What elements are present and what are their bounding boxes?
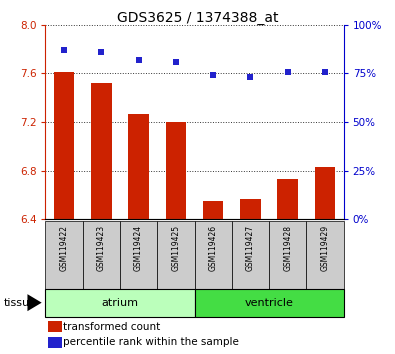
Bar bbox=[194, 221, 232, 289]
Bar bbox=[49, 321, 62, 332]
Bar bbox=[203, 201, 224, 219]
Bar bbox=[307, 221, 344, 289]
Bar bbox=[128, 114, 149, 219]
Text: GSM119423: GSM119423 bbox=[97, 225, 106, 271]
Bar bbox=[45, 289, 194, 317]
Bar bbox=[194, 289, 344, 317]
Point bbox=[247, 74, 254, 80]
Text: GSM119429: GSM119429 bbox=[320, 225, 329, 271]
Bar bbox=[45, 221, 83, 289]
Bar bbox=[91, 83, 112, 219]
Text: percentile rank within the sample: percentile rank within the sample bbox=[63, 337, 239, 348]
Bar bbox=[54, 72, 74, 219]
Bar bbox=[232, 221, 269, 289]
Point bbox=[61, 47, 67, 53]
Bar bbox=[120, 221, 157, 289]
Bar bbox=[49, 337, 62, 348]
Bar bbox=[166, 122, 186, 219]
Point bbox=[322, 69, 328, 74]
Text: ventricle: ventricle bbox=[245, 298, 293, 308]
Text: GSM119427: GSM119427 bbox=[246, 225, 255, 271]
Bar bbox=[240, 199, 261, 219]
Text: GSM119424: GSM119424 bbox=[134, 225, 143, 271]
Bar bbox=[83, 221, 120, 289]
Bar bbox=[157, 221, 194, 289]
Bar bbox=[277, 179, 298, 219]
Text: GDS3625 / 1374388_at: GDS3625 / 1374388_at bbox=[117, 11, 278, 25]
Text: GSM119425: GSM119425 bbox=[171, 225, 181, 271]
Point bbox=[210, 73, 216, 78]
Text: GSM119428: GSM119428 bbox=[283, 225, 292, 270]
Point bbox=[173, 59, 179, 64]
Bar bbox=[315, 167, 335, 219]
Point bbox=[98, 49, 105, 55]
Bar bbox=[269, 221, 307, 289]
Text: GSM119422: GSM119422 bbox=[60, 225, 69, 270]
Text: atrium: atrium bbox=[102, 298, 139, 308]
Point bbox=[135, 57, 142, 63]
Point bbox=[284, 69, 291, 74]
Text: tissue: tissue bbox=[4, 298, 37, 308]
Text: GSM119426: GSM119426 bbox=[209, 225, 218, 271]
Polygon shape bbox=[28, 294, 42, 311]
Text: transformed count: transformed count bbox=[63, 321, 160, 332]
